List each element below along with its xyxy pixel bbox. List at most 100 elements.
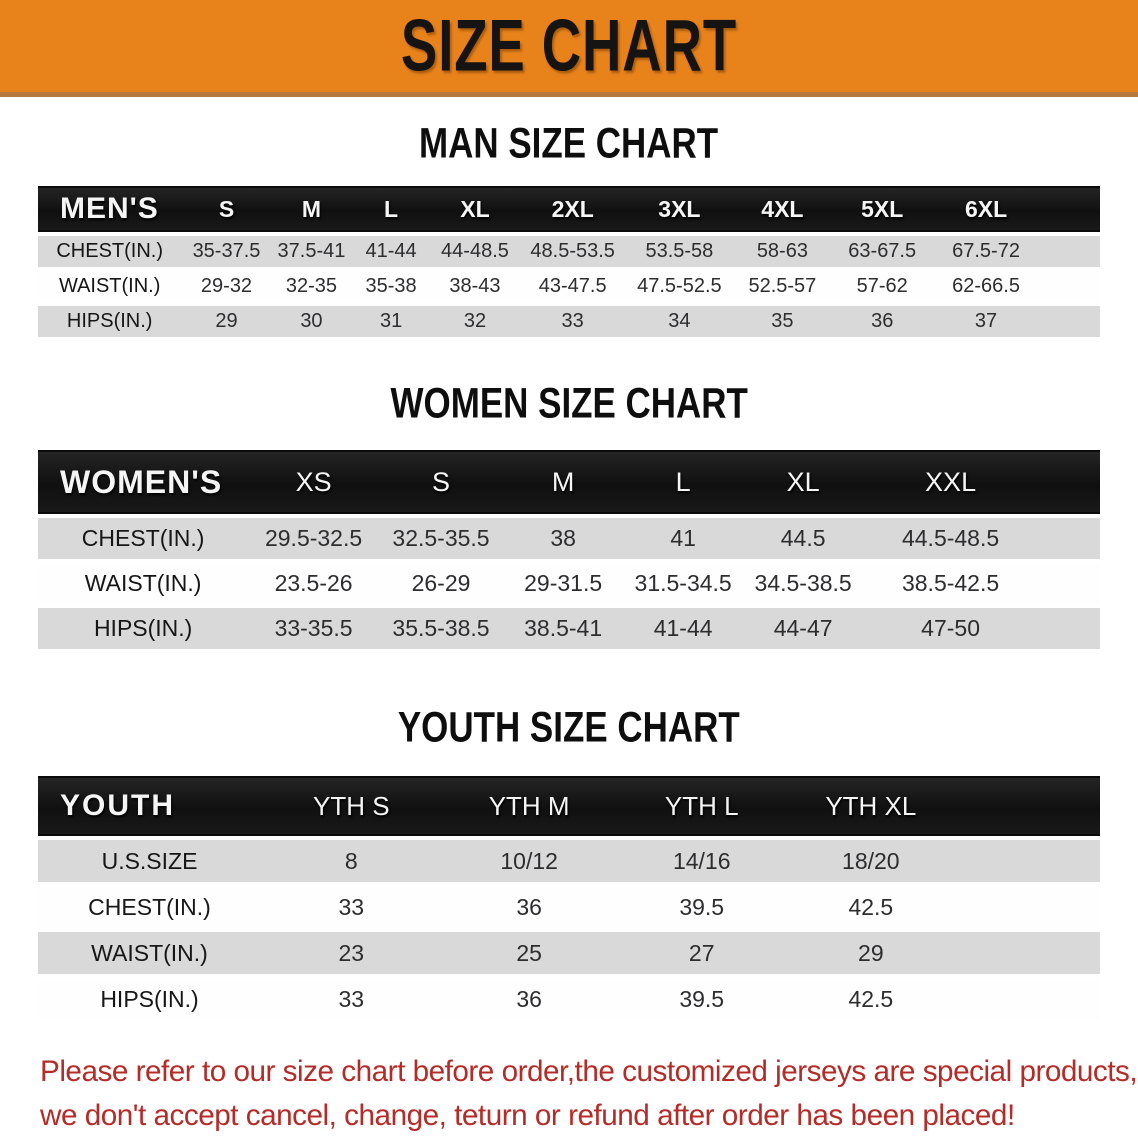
measurement-value: 41-44 [351, 236, 431, 267]
row-label: HIPS(IN.) [38, 306, 182, 337]
size-column-header: 3XL [626, 186, 733, 232]
measurement-row: HIPS(IN.) 29 30 31 32 33 34 35 36 37 [38, 306, 1100, 337]
measurement-value: 25 [441, 932, 617, 974]
size-column-header: L [351, 186, 431, 232]
women-size-chart-heading: WOMEN SIZE CHART [390, 380, 748, 428]
table-corner-label: WOMEN'S [38, 450, 249, 514]
measurement-value: 62-66.5 [932, 271, 1100, 302]
measurement-value: 38.5-41 [503, 608, 624, 649]
measurement-value: 10/12 [441, 840, 617, 882]
size-column-header: 5XL [832, 186, 933, 232]
size-column-header: XL [743, 450, 864, 514]
size-column-header: YTH S [261, 776, 442, 836]
row-label: WAIST(IN.) [38, 563, 249, 604]
measurement-value: 32 [430, 306, 520, 337]
youth-size-section: YOUTH SIZE CHART YOUTH YTH S YTH M YTH L YTH… [0, 704, 1138, 1024]
row-label: HIPS(IN.) [38, 608, 249, 649]
disclaimer-line-2: we don't accept cancel, change, teturn o… [40, 1099, 1015, 1133]
measurement-value: 44-47 [743, 608, 864, 649]
youth-size-table: YOUTH YTH S YTH M YTH L YTH XL U.S.SIZE 8 10/1… [38, 772, 1100, 1024]
measurement-row: CHEST(IN.) 35-37.5 37.5-41 41-44 44-48.5 48.5… [38, 236, 1100, 267]
size-header-row: YOUTH YTH S YTH M YTH L YTH XL [38, 776, 1100, 836]
measurement-value: 67.5-72 [932, 236, 1100, 267]
measurement-value: 32-35 [271, 271, 352, 302]
measurement-value: 36 [441, 978, 617, 1020]
measurement-value: 47-50 [863, 608, 1100, 649]
measurement-value: 23 [261, 932, 442, 974]
size-column-header: S [378, 450, 504, 514]
measurement-value: 18/20 [786, 840, 1100, 882]
measurement-value: 29.5-32.5 [248, 518, 379, 559]
measurement-value: 36 [832, 306, 933, 337]
measurement-row: WAIST(IN.) 23.5-26 26-29 29-31.5 31.5-34.5 34… [38, 563, 1100, 604]
measurement-value: 52.5-57 [732, 271, 833, 302]
measurement-value: 29-32 [181, 271, 272, 302]
measurement-value: 37 [932, 306, 1100, 337]
measurement-value: 42.5 [786, 978, 1100, 1020]
measurement-value: 27 [616, 932, 787, 974]
measurement-value: 47.5-52.5 [626, 271, 733, 302]
measurement-value: 53.5-58 [626, 236, 733, 267]
row-label: WAIST(IN.) [38, 271, 182, 302]
measurement-value: 30 [271, 306, 352, 337]
measurement-value: 38.5-42.5 [863, 563, 1100, 604]
measurement-value: 29-31.5 [503, 563, 624, 604]
size-column-header: XL [430, 186, 520, 232]
measurement-value: 34 [626, 306, 733, 337]
measurement-row: HIPS(IN.) 33 36 39.5 42.5 [38, 978, 1100, 1020]
men-size-section: MAN SIZE CHART MEN'S S M L XL 2XL 3XL 4XL 5XL 6XL… [0, 120, 1138, 341]
row-label: U.S.SIZE [38, 840, 262, 882]
measurement-value: 35.5-38.5 [378, 608, 504, 649]
measurement-value: 48.5-53.5 [519, 236, 627, 267]
measurement-value: 39.5 [616, 886, 787, 928]
measurement-value: 58-63 [732, 236, 833, 267]
size-column-header: XXL [863, 450, 1100, 514]
size-column-header: YTH L [616, 776, 787, 836]
row-label: CHEST(IN.) [38, 236, 182, 267]
measurement-value: 35 [732, 306, 833, 337]
measurement-value: 33 [261, 886, 442, 928]
measurement-value: 44.5-48.5 [863, 518, 1100, 559]
size-column-header: 6XL [932, 186, 1100, 232]
measurement-value: 33 [519, 306, 627, 337]
size-column-header: XS [248, 450, 379, 514]
youth-size-chart-heading: YOUTH SIZE CHART [398, 704, 740, 752]
size-column-header: M [271, 186, 352, 232]
size-column-header: L [623, 450, 744, 514]
measurement-value: 41-44 [623, 608, 744, 649]
size-column-header: YTH M [441, 776, 617, 836]
row-label: HIPS(IN.) [38, 978, 262, 1020]
measurement-row: CHEST(IN.) 29.5-32.5 32.5-35.5 38 41 44.5 44.5… [38, 518, 1100, 559]
row-label: CHEST(IN.) [38, 518, 249, 559]
measurement-value: 35-37.5 [181, 236, 272, 267]
measurement-value: 29 [181, 306, 272, 337]
measurement-row: HIPS(IN.) 33-35.5 35.5-38.5 38.5-41 41-44 44-… [38, 608, 1100, 649]
womens-size-table: WOMEN'S XS S M L XL XXL CHEST(IN.) 29.5-32.5 32.… [38, 446, 1100, 653]
measurement-value: 33 [261, 978, 442, 1020]
size-chart-banner: SIZE CHART [0, 0, 1138, 97]
order-disclaimer: Please refer to our size chart before or… [40, 1050, 1138, 1139]
man-size-chart-heading: MAN SIZE CHART [419, 120, 719, 168]
size-column-header: 2XL [519, 186, 627, 232]
measurement-value: 42.5 [786, 886, 1100, 928]
measurement-row: WAIST(IN.) 29-32 32-35 35-38 38-43 43-47.5 47.… [38, 271, 1100, 302]
measurement-value: 37.5-41 [271, 236, 352, 267]
measurement-value: 32.5-35.5 [378, 518, 504, 559]
measurement-value: 31.5-34.5 [623, 563, 744, 604]
measurement-value: 57-62 [832, 271, 933, 302]
mens-size-table: MEN'S S M L XL 2XL 3XL 4XL 5XL 6XL CHEST(IN.) 35-3… [38, 182, 1100, 341]
size-column-header: YTH XL [786, 776, 1100, 836]
measurement-row: U.S.SIZE 8 10/12 14/16 18/20 [38, 840, 1100, 882]
measurement-value: 35-38 [351, 271, 431, 302]
size-header-row: MEN'S S M L XL 2XL 3XL 4XL 5XL 6XL [38, 186, 1100, 232]
table-corner-label: MEN'S [38, 186, 182, 232]
measurement-value: 33-35.5 [248, 608, 379, 649]
table-corner-label: YOUTH [38, 776, 262, 836]
measurement-value: 38 [503, 518, 624, 559]
measurement-value: 8 [261, 840, 442, 882]
measurement-value: 26-29 [378, 563, 504, 604]
banner-title: SIZE CHART [400, 5, 738, 87]
women-size-section: WOMEN SIZE CHART WOMEN'S XS S M L XL XXL CHEST… [0, 380, 1138, 653]
measurement-value: 38-43 [430, 271, 520, 302]
measurement-value: 43-47.5 [519, 271, 627, 302]
